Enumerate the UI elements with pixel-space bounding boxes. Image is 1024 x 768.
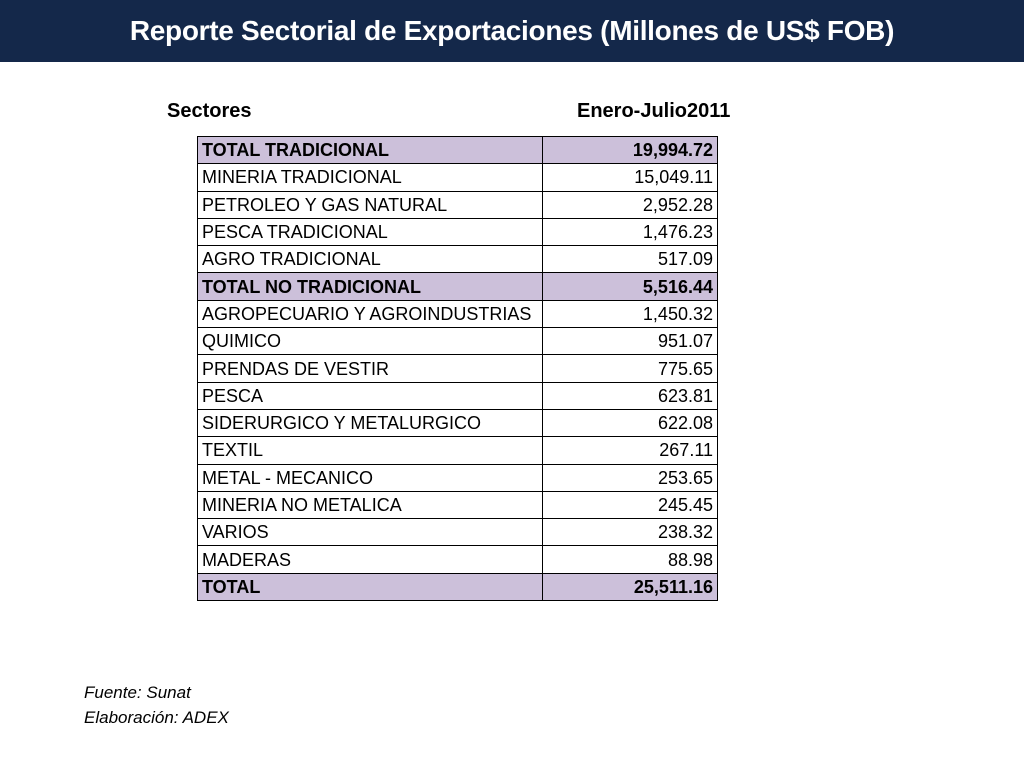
sector-value: 2,952.28 — [542, 190, 718, 219]
table-row: PESCA TRADICIONAL 1,476.23 — [197, 217, 718, 247]
sector-name: QUIMICO — [197, 327, 543, 356]
sector-name: VARIOS — [197, 518, 543, 547]
sector-name: AGROPECUARIO Y AGROINDUSTRIAS — [197, 299, 543, 329]
table-row: PRENDAS DE VESTIR 775.65 — [197, 354, 718, 383]
sector-value: 1,476.23 — [542, 217, 718, 247]
table-row: MADERAS 88.98 — [197, 545, 718, 574]
sector-name: MADERAS — [197, 545, 543, 574]
sector-name: PESCA — [197, 381, 543, 410]
sector-value: 5,516.44 — [542, 272, 718, 301]
table-row: MINERIA TRADICIONAL 15,049.11 — [197, 163, 718, 192]
sector-value: 951.07 — [542, 327, 718, 356]
table-row: SIDERURGICO Y METALURGICO 622.08 — [197, 408, 718, 438]
sector-name: PRENDAS DE VESTIR — [197, 354, 543, 383]
table-row-total-tradicional: TOTAL TRADICIONAL 19,994.72 — [197, 135, 718, 165]
sector-name: MINERIA TRADICIONAL — [197, 163, 543, 192]
sector-name: TOTAL — [197, 572, 543, 602]
sector-name: PETROLEO Y GAS NATURAL — [197, 190, 543, 219]
table-row: TEXTIL 267.11 — [197, 436, 718, 465]
table-row-total-no-tradicional: TOTAL NO TRADICIONAL 5,516.44 — [197, 272, 718, 301]
sector-value: 25,511.16 — [542, 572, 718, 602]
table-row: MINERIA NO METALICA 245.45 — [197, 490, 718, 520]
sector-value: 517.09 — [542, 245, 718, 274]
table-row: AGROPECUARIO Y AGROINDUSTRIAS 1,450.32 — [197, 299, 718, 329]
sector-value: 623.81 — [542, 381, 718, 410]
table-row: QUIMICO 951.07 — [197, 327, 718, 356]
sector-value: 267.11 — [542, 436, 718, 465]
source-note: Fuente: Sunat — [84, 683, 191, 702]
sector-value: 253.65 — [542, 463, 718, 492]
credit-note: Elaboración: ADEX — [84, 708, 229, 727]
title-bar: Reporte Sectorial de Exportaciones (Mill… — [0, 0, 1024, 62]
sector-value: 15,049.11 — [542, 163, 718, 192]
sector-value: 19,994.72 — [542, 135, 718, 165]
table-row: METAL - MECANICO 253.65 — [197, 463, 718, 492]
column-header-sectores: Sectores — [167, 100, 252, 122]
sector-value: 775.65 — [542, 354, 718, 383]
exports-table: TOTAL TRADICIONAL 19,994.72 MINERIA TRAD… — [197, 135, 718, 602]
table-row: PETROLEO Y GAS NATURAL 2,952.28 — [197, 190, 718, 219]
sector-value: 238.32 — [542, 518, 718, 547]
sector-name: TOTAL TRADICIONAL — [197, 135, 543, 165]
sector-name: MINERIA NO METALICA — [197, 490, 543, 520]
column-header-periodo: Enero-Julio2011 — [577, 100, 731, 122]
table-row-grand-total: TOTAL 25,511.16 — [197, 572, 718, 602]
sector-name: METAL - MECANICO — [197, 463, 543, 492]
table-row: AGRO TRADICIONAL 517.09 — [197, 245, 718, 274]
sector-name: TEXTIL — [197, 436, 543, 465]
table-row: PESCA 623.81 — [197, 381, 718, 410]
sector-name: AGRO TRADICIONAL — [197, 245, 543, 274]
sector-value: 1,450.32 — [542, 299, 718, 329]
sector-name: PESCA TRADICIONAL — [197, 217, 543, 247]
table-row: VARIOS 238.32 — [197, 518, 718, 547]
sector-value: 245.45 — [542, 490, 718, 520]
page-title: Reporte Sectorial de Exportaciones (Mill… — [129, 15, 895, 46]
sector-value: 622.08 — [542, 408, 718, 438]
sector-name: TOTAL NO TRADICIONAL — [197, 272, 543, 301]
sector-value: 88.98 — [542, 545, 718, 574]
sector-name: SIDERURGICO Y METALURGICO — [197, 408, 543, 438]
